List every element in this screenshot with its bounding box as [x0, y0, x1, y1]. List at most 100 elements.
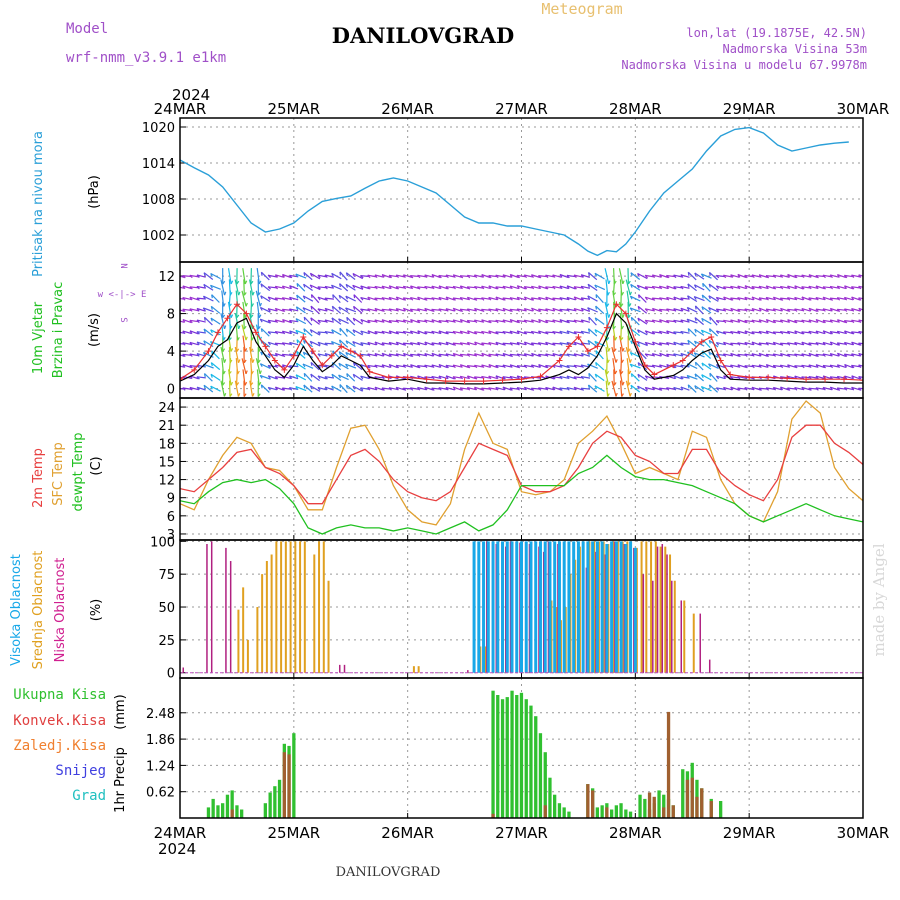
wind-arrow-head [552, 331, 556, 335]
wind-arrow-head [523, 308, 527, 312]
wind-arrow [844, 363, 854, 369]
cloud-unit: (%) [89, 599, 104, 622]
wind-arrow-head [210, 385, 213, 390]
wind-arrow [708, 295, 719, 302]
precip-total-bar [529, 705, 533, 818]
wind-arrow [822, 353, 832, 357]
wind-arrow [545, 341, 555, 346]
wind-arrow [538, 318, 548, 324]
wind-arrow [374, 364, 384, 368]
wind-arrow-head [744, 365, 748, 369]
wind-arrow [260, 306, 271, 313]
wind-arrow [559, 297, 569, 301]
wind-arrow [303, 372, 313, 382]
wind-arrow-head [295, 318, 299, 322]
wind-arrow-head [176, 343, 179, 345]
wind-arrow [629, 307, 641, 313]
wind-arrow [260, 283, 271, 292]
wind-arrow [235, 324, 239, 341]
wind-arrow-head [737, 387, 741, 391]
wind-arrow-head [552, 342, 556, 346]
wind-arrow-head [467, 330, 470, 335]
wind-arrow-head [417, 274, 421, 279]
wind-arrow-head [680, 364, 684, 369]
wind-arrow-head [223, 291, 227, 296]
top-day-label: 30MAR [837, 100, 890, 118]
wind-arrow [637, 305, 648, 314]
wind-arrow-head [274, 376, 279, 380]
wind-arrow-head [260, 351, 263, 356]
y-tick-label: 1.24 [146, 759, 175, 774]
wind-arrow-head [687, 283, 690, 288]
wind-arrow [234, 279, 240, 296]
wind-arrow [196, 353, 206, 357]
wind-arrow [619, 279, 623, 296]
wind-arrow [220, 313, 226, 330]
wind-arrow-head [395, 331, 400, 335]
wind-arrow [566, 387, 576, 391]
wind-arrow [709, 372, 718, 382]
wind-arrow [808, 376, 818, 379]
wind-arrow-head [303, 384, 306, 389]
wind-arrow [630, 272, 641, 280]
wind-arrow [502, 386, 512, 391]
wind-arrow-head [620, 303, 624, 307]
wind-arrow-head [651, 286, 656, 290]
wind-arrow [573, 331, 583, 334]
wind-arrow-head [481, 274, 485, 278]
wind-arrow [626, 290, 630, 307]
wind-arrow [552, 274, 562, 278]
wind-arrow-head [352, 317, 356, 322]
wind-arrow-head [858, 274, 862, 278]
wind-arrow-head [402, 297, 407, 301]
wind-arrow [509, 319, 519, 324]
wind-arrow-head [243, 325, 247, 330]
wind-arrow [524, 353, 534, 357]
wind-arrow-head [388, 342, 392, 346]
wind-arrow-head [658, 387, 663, 391]
wind-arrow [338, 306, 349, 314]
wind-arrow-head [516, 320, 520, 324]
wind-arrow [645, 365, 655, 368]
wind-arrow [637, 362, 648, 371]
precip-total-bar [277, 779, 282, 818]
wind-arrow-head [751, 296, 755, 301]
wind-arrow [467, 365, 477, 368]
wind-arrow-head [367, 296, 371, 301]
wind-arrow-head [459, 330, 463, 335]
wind-arrow-head [203, 385, 206, 389]
wind-arrow [353, 362, 363, 371]
wind-arrow [588, 384, 598, 393]
wind-arrow [559, 308, 569, 311]
wind-arrow-head [758, 387, 762, 391]
wind-arrow-head [331, 317, 334, 322]
wind-arrow-head [459, 297, 464, 301]
wind-arrow-head [758, 285, 762, 290]
precip-total-bar [519, 692, 524, 818]
wind-arrow-head [417, 296, 421, 301]
wind-arrow [830, 341, 840, 346]
wind-arrow [338, 351, 349, 359]
wind-arrow [180, 297, 185, 300]
wind-arrow [822, 308, 832, 312]
wind-arrow [801, 319, 811, 323]
wind-arrow-head [566, 320, 570, 324]
wind-arrow [581, 274, 590, 278]
wind-arrow [438, 387, 448, 391]
wind-arrow-head [758, 342, 762, 346]
wind-arrow-head [438, 375, 442, 380]
wind-arrow [417, 365, 427, 368]
wind-arrow [303, 351, 314, 359]
wind-arrow-head [836, 285, 841, 290]
wind-arrow [758, 352, 768, 357]
wind-arrow-head [580, 387, 585, 391]
y-tick-labels: 1002100810141020048123691215182124025507… [142, 121, 175, 801]
wind-gust-marker [565, 343, 572, 350]
wind-arrow-head [666, 353, 670, 358]
wind-arrow [723, 274, 733, 278]
wind-arrow [474, 319, 484, 323]
wind-arrow-head [252, 291, 255, 296]
wind-arrow-head [409, 330, 414, 335]
wind-arrow [595, 305, 605, 315]
bottom-day-label: 27MAR [495, 824, 548, 842]
